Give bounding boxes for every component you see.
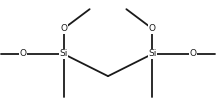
Text: O: O bbox=[19, 49, 26, 59]
Text: Si: Si bbox=[148, 49, 156, 59]
Text: O: O bbox=[149, 24, 156, 33]
Text: O: O bbox=[190, 49, 197, 59]
Text: Si: Si bbox=[60, 49, 68, 59]
Text: O: O bbox=[60, 24, 67, 33]
